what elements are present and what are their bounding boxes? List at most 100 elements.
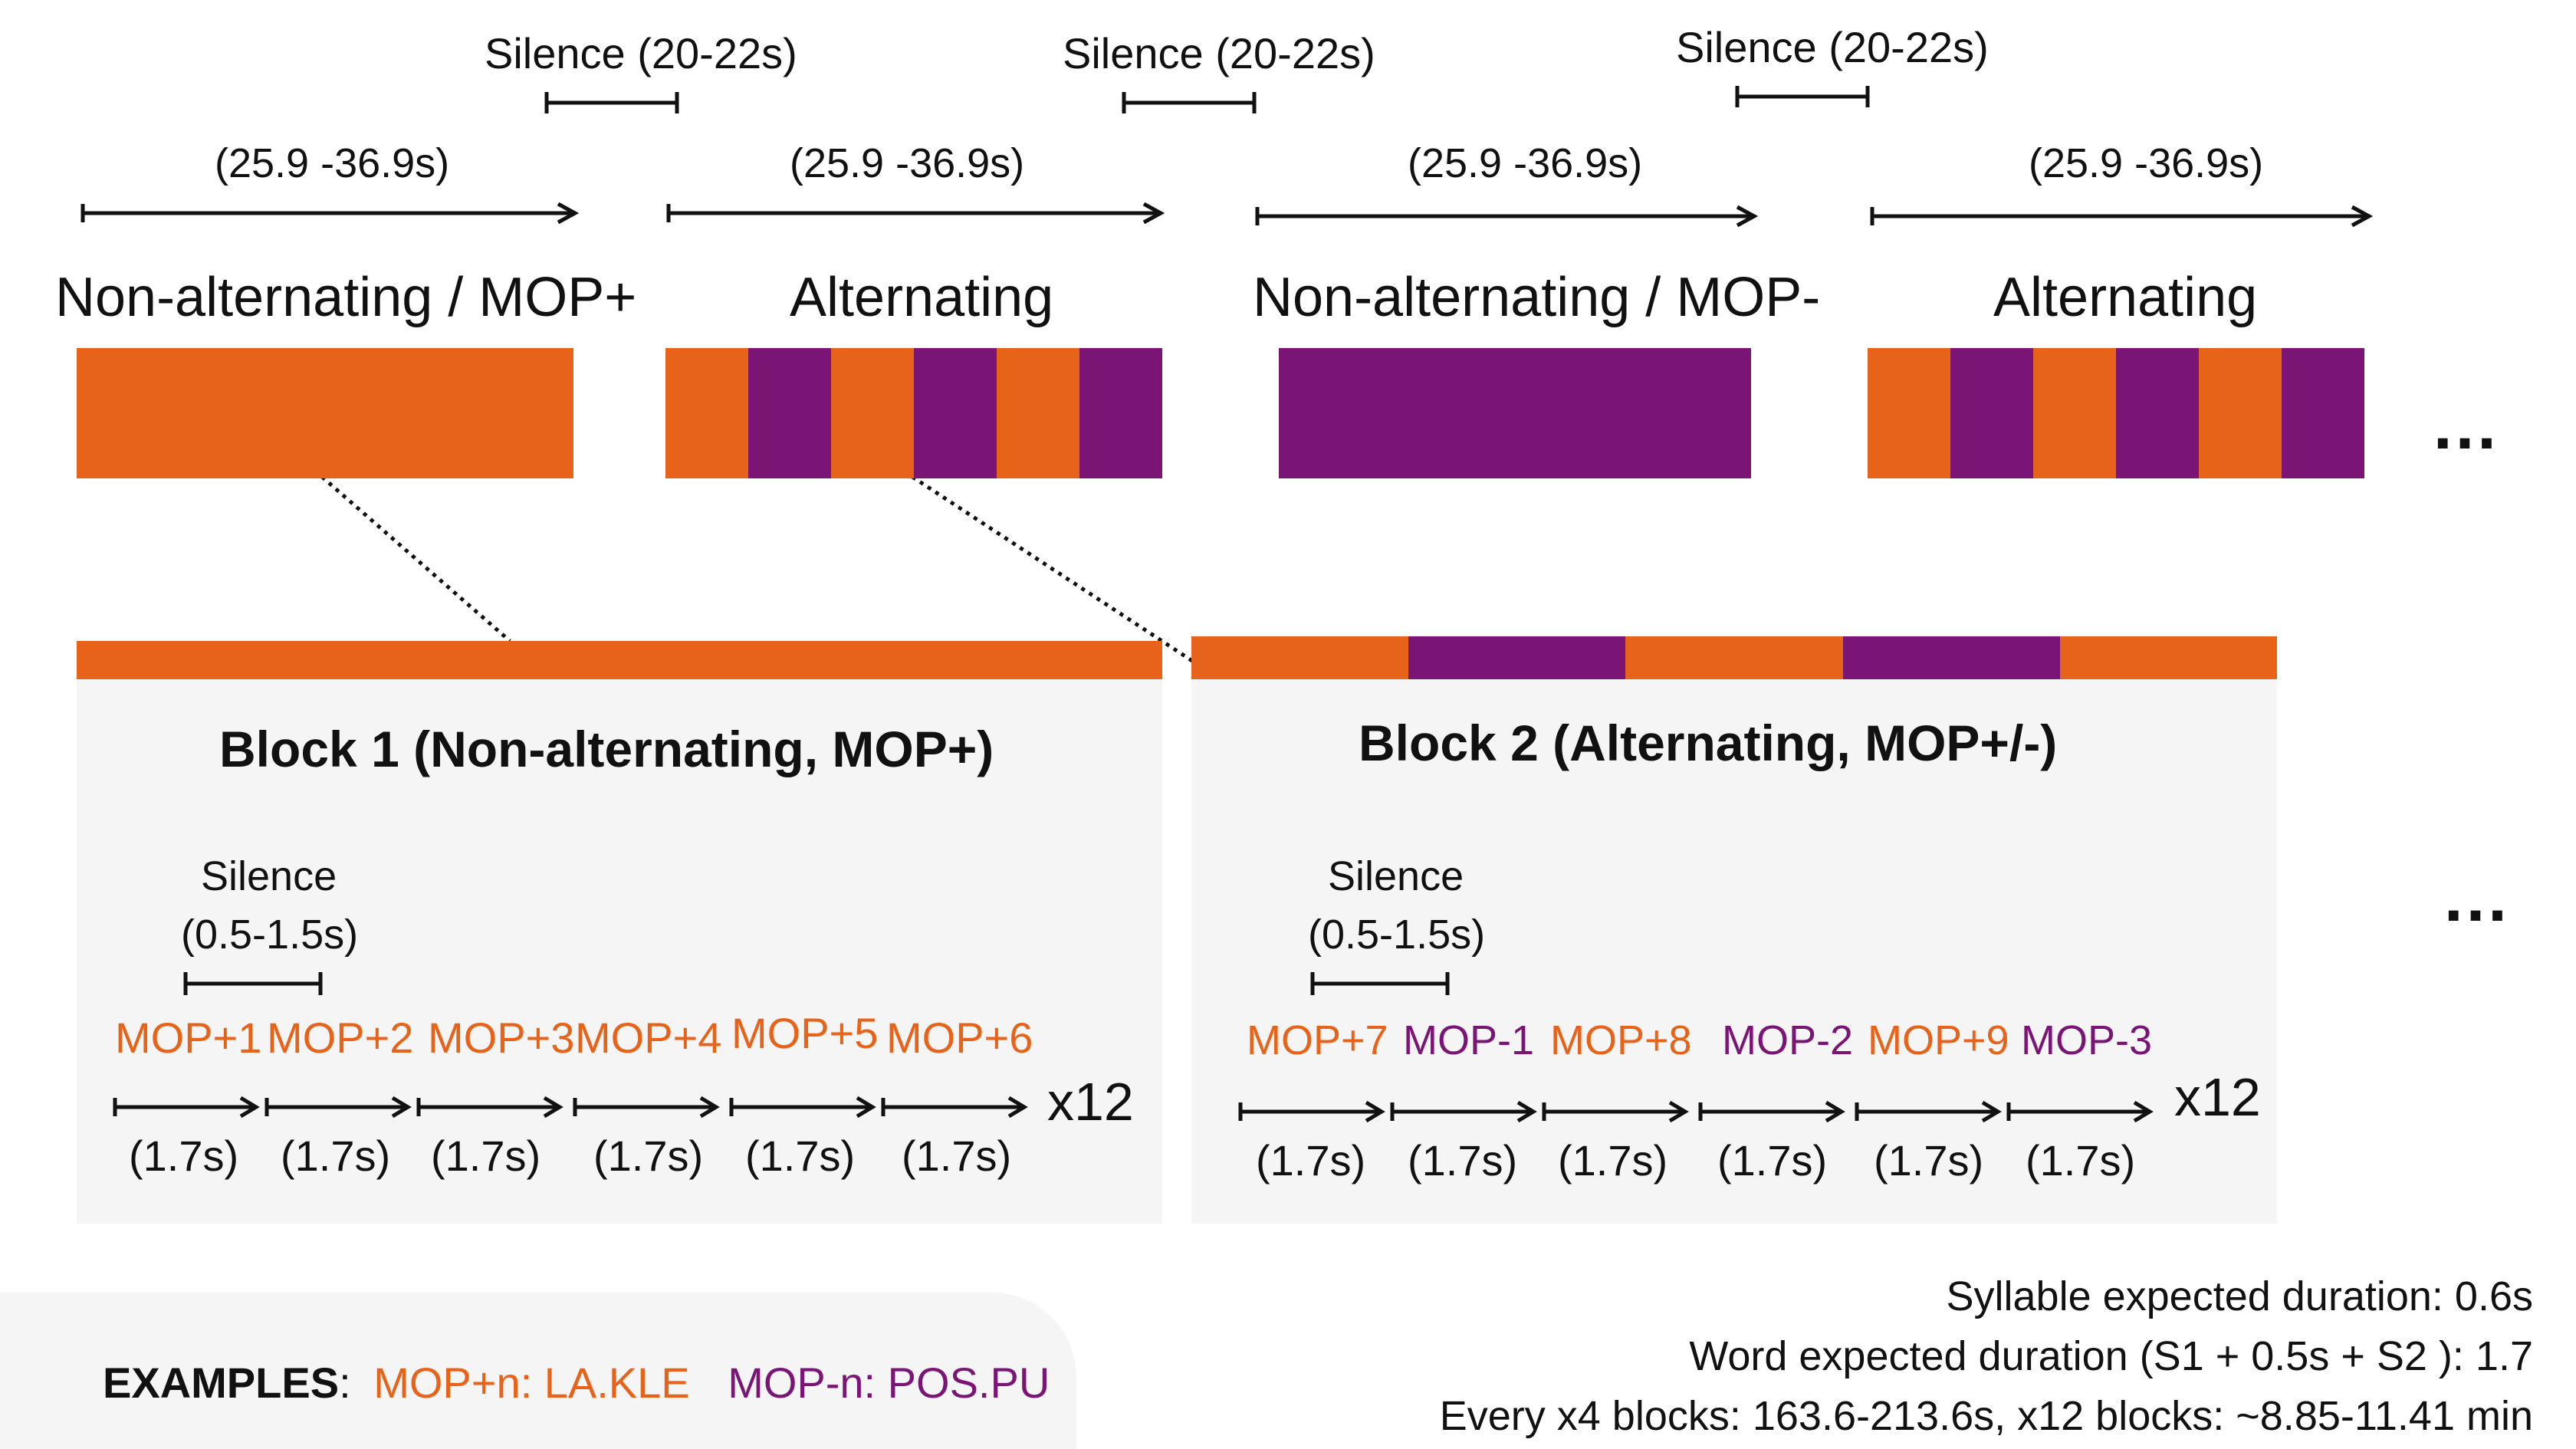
- block-duration-label-3: (25.9 -36.9s): [1408, 140, 1643, 186]
- block-2-item-duration-1: (1.7s): [1256, 1136, 1366, 1184]
- example-mop-minus: MOP-n: POS.PU: [728, 1359, 1050, 1407]
- block-2-silence-range: (0.5-1.5s): [1308, 912, 1486, 958]
- block-2-item-label-6: MOP-3: [2021, 1017, 2153, 1063]
- block-2-header-bar: [1191, 636, 2278, 679]
- block-2-title: Block 2 (Alternating, MOP+/-): [1359, 715, 2058, 771]
- block-2-item-duration-6: (1.7s): [2026, 1136, 2136, 1184]
- block-1-item-arrow-5: [729, 1096, 876, 1119]
- block-2-item-label-4: MOP-2: [1722, 1017, 1854, 1063]
- timeline-block-bar-4: [1868, 348, 2364, 478]
- segment-purple: [1079, 348, 1162, 478]
- examples-line: EXAMPLES: MOP+n: LA.KLE MOP-n: POS.PU: [103, 1362, 1050, 1405]
- segment-orange: [77, 641, 1162, 679]
- block-duration-arrow-4: [1870, 205, 2374, 228]
- block-1-item-arrow-1: [113, 1096, 260, 1119]
- block-2-silence-label: Silence: [1328, 853, 1464, 899]
- note-word-duration: Word expected duration (S1 + 0.5s + S2 )…: [1689, 1333, 2533, 1379]
- segment-purple: [2116, 348, 2199, 478]
- timeline-block-title-2: Alternating: [790, 267, 1054, 328]
- block-2-item-arrow-5: [1855, 1100, 2002, 1123]
- block-1-item-duration-6: (1.7s): [902, 1132, 1012, 1180]
- segment-orange: [831, 348, 914, 478]
- block-1-silence-label: Silence: [201, 853, 337, 899]
- block-duration-label-4: (25.9 -36.9s): [2029, 140, 2264, 186]
- segment-orange: [1625, 636, 1843, 679]
- block-1-item-duration-4: (1.7s): [593, 1132, 704, 1180]
- block-1-item-label-4: MOP+4: [575, 1014, 722, 1062]
- block-2-item-arrow-3: [1542, 1100, 1689, 1123]
- block-duration-arrow-1: [80, 202, 580, 225]
- block-duration-label-1: (25.9 -36.9s): [215, 140, 450, 186]
- timeline-block-title-3: Non-alternating / MOP-: [1253, 267, 1821, 328]
- block-1-title: Block 1 (Non-alternating, MOP+): [219, 721, 994, 777]
- block-1-silence-bracket: [183, 972, 323, 995]
- block-1-repeat: x12: [1047, 1072, 1134, 1132]
- block-2-repeat: x12: [2174, 1067, 2261, 1127]
- block-2-item-label-2: MOP-1: [1403, 1017, 1535, 1063]
- block-2-item-duration-3: (1.7s): [1558, 1136, 1668, 1184]
- block-1-item-arrow-3: [416, 1096, 564, 1119]
- segment-orange: [77, 348, 573, 478]
- silence-label-1: Silence (20-22s): [485, 29, 797, 77]
- segment-purple: [1408, 636, 1626, 679]
- block-2-item-label-3: MOP+8: [1550, 1017, 1692, 1063]
- block-2-item-label-5: MOP+9: [1868, 1017, 2009, 1063]
- example-mop-plus: MOP+n: LA.KLE: [373, 1359, 690, 1407]
- block-2-panel: [1191, 675, 2277, 1224]
- timeline-block-bar-3: [1279, 348, 1751, 478]
- timeline-block-title-4: Alternating: [1993, 267, 2258, 328]
- segment-purple: [2282, 348, 2364, 478]
- block-1-item-duration-2: (1.7s): [281, 1132, 391, 1180]
- block-1-item-arrow-6: [881, 1096, 1028, 1119]
- timeline-block-bar-2: [665, 348, 1162, 478]
- block-2-silence-bracket: [1310, 972, 1450, 995]
- block-2-item-duration-4: (1.7s): [1717, 1136, 1828, 1184]
- block-2-item-duration-2: (1.7s): [1408, 1136, 1518, 1184]
- segment-orange: [1868, 348, 1950, 478]
- block-1-item-label-2: MOP+2: [267, 1014, 414, 1062]
- block-1-panel: [77, 675, 1162, 1224]
- zoom-connector-block-1: [320, 475, 511, 642]
- timeline-ellipsis: …: [2430, 387, 2499, 464]
- block-1-item-arrow-4: [573, 1096, 720, 1119]
- examples-separator: :: [339, 1359, 351, 1407]
- block-1-item-duration-3: (1.7s): [431, 1132, 541, 1180]
- block-2-item-arrow-4: [1698, 1100, 1845, 1123]
- note-syllable-duration: Syllable expected duration: 0.6s: [1946, 1273, 2534, 1319]
- timeline-block-bar-1: [77, 348, 573, 478]
- segment-purple: [914, 348, 997, 478]
- segment-purple: [1842, 636, 2060, 679]
- silence-bracket-2: [1122, 92, 1257, 113]
- block-2-item-arrow-2: [1390, 1100, 1537, 1123]
- block-1-item-label-6: MOP+6: [886, 1014, 1033, 1062]
- silence-label-3: Silence (20-22s): [1676, 23, 1989, 71]
- silence-bracket-1: [544, 92, 679, 113]
- timeline-block-title-1: Non-alternating / MOP+: [55, 267, 637, 328]
- silence-label-2: Silence (20-22s): [1063, 29, 1375, 77]
- note-total-duration: Every x4 blocks: 163.6-213.6s, x12 block…: [1439, 1393, 2533, 1439]
- block-1-item-duration-5: (1.7s): [745, 1132, 856, 1180]
- block-1-header-bar: [77, 641, 1162, 679]
- block-2-item-label-1: MOP+7: [1247, 1017, 1388, 1063]
- examples-heading: EXAMPLES: [103, 1359, 340, 1407]
- block-duration-arrow-2: [666, 202, 1165, 225]
- zoom-connector-block-2: [911, 475, 1194, 663]
- segment-purple: [1950, 348, 2033, 478]
- segment-orange: [1191, 636, 1409, 679]
- block-1-item-label-1: MOP+1: [115, 1014, 262, 1062]
- segment-orange: [2033, 348, 2116, 478]
- block-1-item-label-3: MOP+3: [428, 1014, 575, 1062]
- examples-box: [0, 1293, 1076, 1449]
- block-2-item-duration-5: (1.7s): [1874, 1136, 1984, 1184]
- segment-orange: [2059, 636, 2278, 679]
- segment-orange: [665, 348, 748, 478]
- segment-orange: [2199, 348, 2282, 478]
- block-duration-label-2: (25.9 -36.9s): [790, 140, 1025, 186]
- segment-orange: [997, 348, 1079, 478]
- silence-bracket-3: [1735, 86, 1870, 107]
- details-ellipsis: …: [2441, 859, 2510, 936]
- block-2-item-arrow-1: [1238, 1100, 1385, 1123]
- block-1-item-arrow-2: [264, 1096, 412, 1119]
- segment-purple: [748, 348, 831, 478]
